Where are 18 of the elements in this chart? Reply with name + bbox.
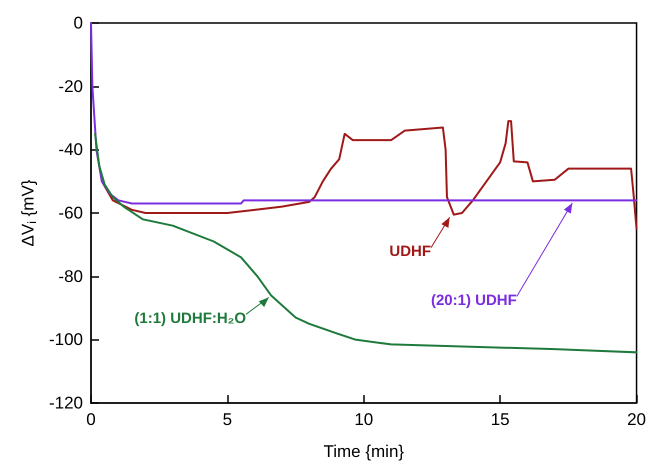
y-axis-title: ΔVi {mV} bbox=[18, 179, 40, 246]
y-tick-label: -120 bbox=[48, 394, 83, 412]
x-axis-title: Time {min} bbox=[323, 442, 404, 461]
x-tick-label: 10 bbox=[354, 410, 374, 429]
x-tick-label: 5 bbox=[222, 410, 232, 429]
x-tick-label: 15 bbox=[490, 410, 510, 429]
y-tick-label: -60 bbox=[58, 204, 83, 222]
line-series bbox=[94, 132, 638, 354]
annotation: UDHF bbox=[389, 243, 432, 260]
x-tick-label: 0 bbox=[86, 410, 96, 429]
y-tick-label: -40 bbox=[58, 140, 83, 160]
x-tick-label: 20 bbox=[627, 410, 646, 429]
annotation: (20:1) UDHF bbox=[430, 292, 517, 309]
y-tick-label: -100 bbox=[48, 330, 83, 350]
y-tick-label: 0 bbox=[74, 14, 83, 32]
y-tick-label: -20 bbox=[58, 76, 83, 96]
y-tick-label: -80 bbox=[58, 266, 83, 286]
annotation: (1:1) UDHF:H₂O bbox=[134, 310, 246, 327]
